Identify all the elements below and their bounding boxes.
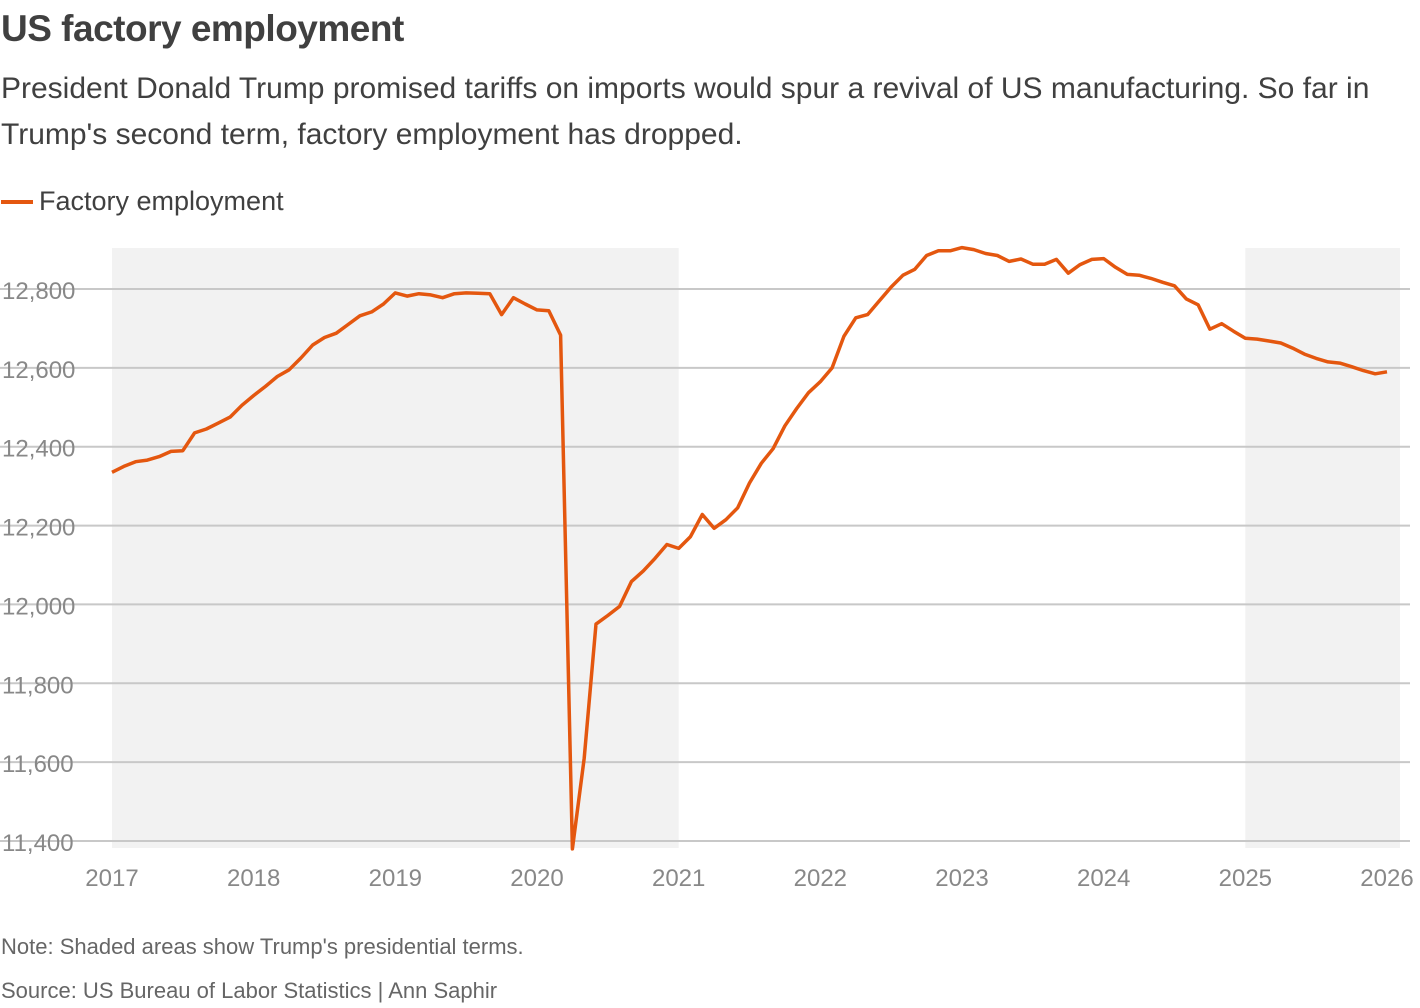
x-tick-label: 2026 bbox=[1360, 865, 1413, 892]
chart-subtitle: President Donald Trump promised tariffs … bbox=[1, 72, 1370, 151]
y-tick-label: 12,400 bbox=[2, 436, 75, 463]
chart-note: Note: Shaded areas show Trump's presiden… bbox=[1, 934, 524, 959]
shaded-period bbox=[112, 248, 679, 848]
x-axis-ticks: 2017 2018 2019 2020 2021 2022 2023 2024 2025 2026 bbox=[85, 865, 1413, 892]
x-tick-label: 2024 bbox=[1077, 865, 1130, 892]
shaded-periods bbox=[112, 248, 1400, 848]
legend-label: Factory employment bbox=[39, 186, 284, 216]
y-tick-label: 12,600 bbox=[2, 357, 75, 384]
shaded-period bbox=[1245, 248, 1400, 848]
y-axis-ticks: 11,400 11,600 11,800 12,000 12,200 12,400 12,6… bbox=[2, 278, 75, 857]
y-tick-label: 11,400 bbox=[2, 830, 74, 857]
y-tick-label: 12,200 bbox=[2, 515, 75, 542]
series-lines bbox=[111, 245, 1388, 851]
y-tick-label: 11,800 bbox=[2, 672, 74, 699]
x-tick-label: 2021 bbox=[652, 865, 705, 892]
x-tick-label: 2018 bbox=[227, 865, 280, 892]
y-tick-label: 12,800 bbox=[2, 278, 75, 305]
x-tick-label: 2025 bbox=[1219, 865, 1272, 892]
legend: Factory employment bbox=[1, 186, 284, 217]
y-tick-label: 12,000 bbox=[2, 593, 75, 620]
gridlines bbox=[0, 288, 1410, 842]
x-tick-label: 2019 bbox=[369, 865, 422, 892]
line-chart: 11,400 11,600 11,800 12,000 12,200 12,400 12,6… bbox=[0, 245, 1414, 892]
x-tick-label: 2022 bbox=[794, 865, 847, 892]
x-tick-label: 2020 bbox=[510, 865, 563, 892]
x-tick-label: 2023 bbox=[935, 865, 988, 892]
x-tick-label: 2017 bbox=[85, 865, 138, 892]
series-line-factory-employment bbox=[111, 245, 1388, 851]
legend-swatch bbox=[1, 199, 33, 204]
chart-source: Source: US Bureau of Labor Statistics | … bbox=[1, 978, 498, 1003]
chart-title: US factory employment bbox=[1, 8, 404, 49]
y-tick-label: 11,600 bbox=[2, 751, 74, 778]
